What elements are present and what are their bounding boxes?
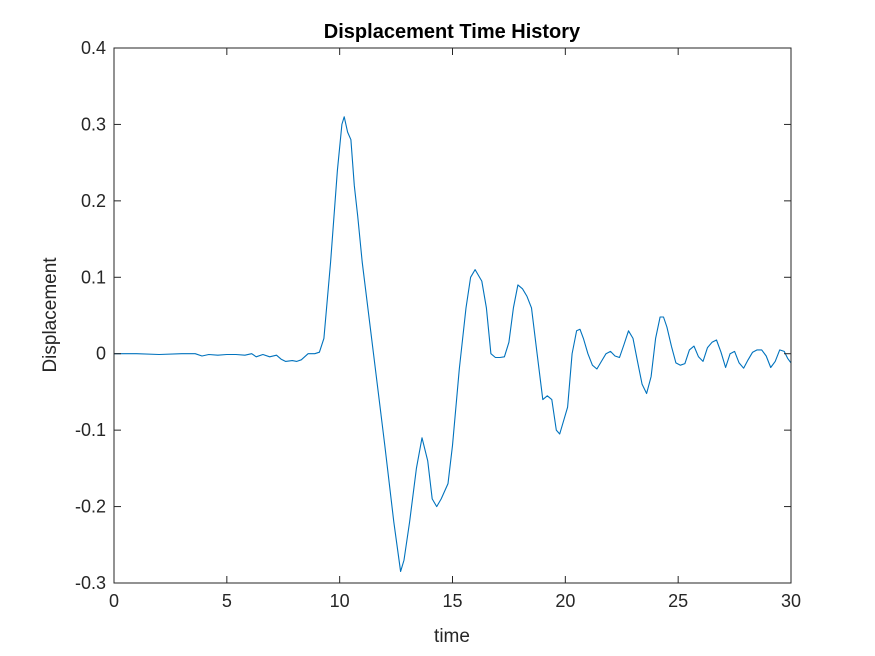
chart-title: Displacement Time History (324, 21, 581, 43)
y-tick-label: -0.3 (75, 573, 106, 593)
x-tick-label: 10 (330, 591, 350, 611)
x-axis-label: time (434, 626, 470, 647)
x-tick-label: 5 (222, 591, 232, 611)
series-layer (114, 116, 792, 573)
x-tick-label: 0 (109, 591, 119, 611)
x-tick-label: 30 (781, 591, 801, 611)
ticks-layer: 0 5 10 15 20 25 30 -0.3 -0.2 -0.1 0 0.1 0.2 0.3 0.4 (75, 38, 801, 611)
x-tick-label: 20 (555, 591, 575, 611)
y-tick-label: 0.1 (81, 267, 106, 287)
y-axis-label: Displacement (40, 257, 61, 373)
y-tick-label: 0.2 (81, 191, 106, 211)
y-tick-label: -0.1 (75, 420, 106, 440)
y-tick-label: 0 (96, 344, 106, 364)
plot-area (114, 48, 791, 583)
x-tick-label: 25 (668, 591, 688, 611)
y-tick-label: 0.4 (81, 38, 106, 58)
displacement-series-line (114, 116, 792, 573)
x-tick-label: 15 (442, 591, 462, 611)
y-tick-label: 0.3 (81, 114, 106, 134)
y-tick-label: -0.2 (75, 497, 106, 517)
